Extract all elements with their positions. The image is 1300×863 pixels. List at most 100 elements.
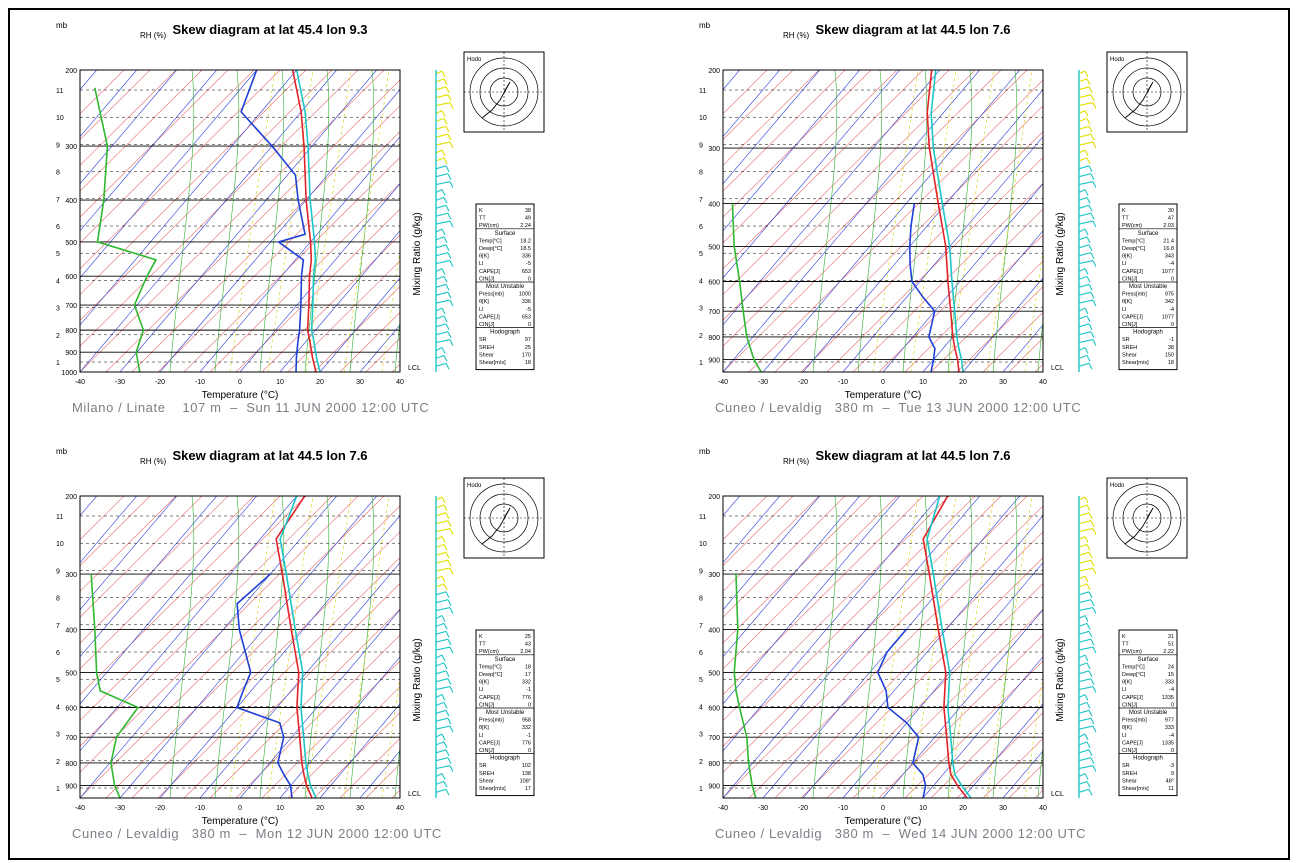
hodograph-trace: [481, 81, 511, 119]
x-tick: -40: [718, 805, 728, 812]
wind-barb-flag: [447, 599, 452, 606]
height-tick: 6: [699, 224, 703, 231]
wind-barb-flag: [447, 638, 452, 646]
isotherm: [723, 70, 980, 372]
wind-barb-flag: [441, 268, 446, 275]
dry-adiabat: [723, 496, 768, 541]
dry-adiabat: [852, 182, 1043, 372]
pressure-tick: 900: [65, 784, 77, 791]
mixing-ratio-line: [305, 70, 352, 372]
indices-value: -4: [1169, 261, 1174, 267]
indices-label: θ[K]: [1122, 299, 1132, 305]
dry-adiabat: [723, 496, 794, 566]
dry-adiabat: [800, 131, 1043, 372]
wind-barb: [435, 117, 445, 122]
wind-barb: [1078, 670, 1090, 675]
x-tick: 10: [919, 805, 927, 812]
wind-barb: [435, 504, 445, 509]
indices-value: 0: [1171, 276, 1174, 282]
wind-barb: [1078, 678, 1092, 683]
wind-barb: [1078, 315, 1088, 320]
wind-barb: [435, 212, 449, 217]
dry-adiabat: [80, 70, 333, 321]
wind-barb-flag: [1090, 173, 1095, 180]
wind-barb-flag: [1092, 181, 1097, 188]
isotherm: [675, 496, 700, 798]
wind-barb: [1078, 252, 1092, 257]
wind-barbs: [435, 496, 454, 796]
wind-barb: [435, 196, 445, 201]
skew-diagram-2: Skew diagram at lat 44.5 lon 7.6 mb RH (%)…: [32, 447, 545, 827]
isotherm: [119, 70, 377, 372]
isotherm: [80, 496, 337, 798]
x-tick: -30: [758, 379, 768, 386]
isotherm: [279, 656, 400, 798]
wind-barb-flag: [1086, 118, 1091, 125]
wind-barb-flag: [1086, 544, 1091, 551]
indices-section-header: Most Unstable: [486, 284, 525, 290]
wind-barb: [1078, 110, 1086, 114]
indices-label: LI: [1122, 261, 1127, 267]
dry-adiabat: [723, 70, 820, 166]
dry-adiabat: [209, 608, 400, 798]
dry-adiabat: [748, 79, 1043, 372]
wind-barb: [435, 551, 447, 556]
wind-barb: [1078, 70, 1086, 75]
wind-barb-flag: [443, 662, 448, 670]
wind-barb-flag: [1084, 189, 1089, 196]
wind-barb-flag: [1092, 607, 1097, 614]
indices-label: Shear: [1122, 778, 1137, 784]
isotherm: [32, 496, 57, 798]
isotherm: [922, 230, 1043, 372]
indices-value: -3: [1169, 763, 1174, 769]
wind-barb-flag: [1086, 781, 1091, 788]
x-tick: -10: [838, 379, 848, 386]
wind-barb: [435, 110, 443, 114]
height-tick: 7: [699, 623, 703, 630]
indices-value: 18.5: [520, 246, 531, 252]
dry-adiabat: [723, 496, 872, 644]
indices-label: PW(cm): [479, 649, 499, 655]
indices-label: LI: [479, 687, 484, 693]
indices-value: -5: [526, 307, 531, 313]
height-tick: 6: [699, 650, 703, 657]
wind-barb-flag: [1088, 244, 1093, 252]
wind-barb-flag: [1090, 94, 1095, 101]
dry-adiabat: [956, 712, 1043, 798]
moist-adiabat: [214, 496, 240, 798]
mixing-ratio-line: [910, 496, 957, 798]
indices-value: 17: [525, 672, 531, 678]
wind-barb: [435, 181, 451, 186]
wind-barb: [1078, 559, 1092, 564]
indices-label: K: [479, 634, 483, 640]
x-tick: 20: [316, 379, 324, 386]
moist-adiabat: [169, 70, 195, 372]
pressure-tick: 900: [65, 350, 77, 357]
indices-value: 332: [522, 725, 531, 731]
wind-barb: [1078, 196, 1088, 201]
wind-barb: [1078, 299, 1094, 304]
dewpoint-profile: [908, 203, 936, 372]
dry-adiabat: [80, 70, 125, 115]
wind-barb-flag: [443, 197, 448, 204]
wind-barb-flag: [1092, 686, 1097, 693]
plot-area: [80, 70, 400, 372]
indices-label: Press[mb]: [1122, 718, 1147, 724]
wind-barb-flag: [449, 686, 454, 693]
isotherm: [319, 703, 400, 798]
indices-label: θ[K]: [479, 254, 489, 260]
dry-adiabat: [826, 156, 1043, 372]
height-tick: 7: [699, 197, 703, 204]
indices-label: SR: [479, 763, 487, 769]
x-tick: -10: [195, 805, 205, 812]
wind-barb-flag: [445, 86, 450, 94]
wind-barb-flag: [1090, 212, 1095, 220]
x-tick: -40: [75, 379, 85, 386]
wind-barb-flag: [445, 749, 450, 757]
height-tick: 3: [699, 732, 703, 739]
wind-barb-flag: [445, 284, 450, 291]
rh-label: RH (%): [140, 31, 167, 40]
indices-value: 18: [1168, 360, 1174, 366]
wind-barb: [1078, 567, 1094, 572]
moist-adiabat: [812, 70, 838, 372]
